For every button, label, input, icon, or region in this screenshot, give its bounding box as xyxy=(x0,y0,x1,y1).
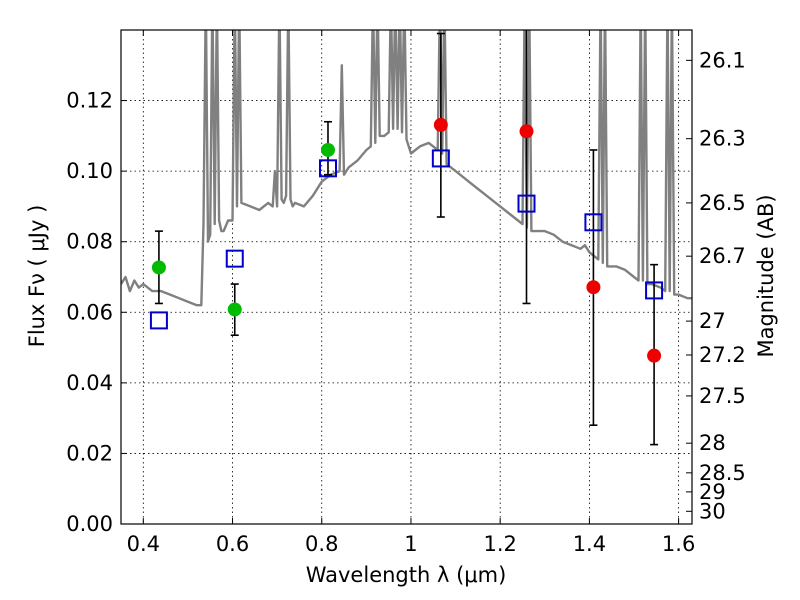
right-tick-label: 27 xyxy=(699,309,726,333)
y-tick-label: 0.08 xyxy=(66,230,113,254)
data-point-circle xyxy=(647,348,662,363)
y-axis-label: Flux Fν ( μJy ) xyxy=(25,205,49,348)
y-tick-label: 0.00 xyxy=(66,512,113,536)
data-point-circle xyxy=(519,124,534,139)
data-point-circle xyxy=(433,117,448,132)
y-tick-label: 0.04 xyxy=(66,371,113,395)
right-tick-label: 28.5 xyxy=(699,461,746,485)
data-points xyxy=(149,117,664,363)
y-tick-label: 0.10 xyxy=(66,159,113,183)
data-point-square xyxy=(318,159,337,178)
right-tick-label: 30 xyxy=(699,499,726,523)
data-point-circle xyxy=(586,280,601,295)
data-point-circle xyxy=(320,142,335,157)
right-tick-label: 29 xyxy=(699,480,726,504)
x-tick-label: 0.4 xyxy=(127,532,160,556)
data-point-circle xyxy=(151,260,166,275)
data-point-square xyxy=(431,149,450,168)
right-tick-label: 26.3 xyxy=(699,127,746,151)
data-point-square xyxy=(149,311,168,330)
right-tick-label: 26.5 xyxy=(699,191,746,215)
x-tick-label: 1.2 xyxy=(483,532,516,556)
x-tick-label: 1.4 xyxy=(573,532,606,556)
x-tick-label: 1.6 xyxy=(662,532,695,556)
data-point-circle xyxy=(227,302,242,317)
right-tick-label: 27.5 xyxy=(699,384,746,408)
x-axis-label: Wavelength λ (μm) xyxy=(306,563,507,587)
right-tick-label: 26.7 xyxy=(699,244,746,268)
right-axis-label: Magnitude (AB) xyxy=(754,194,778,357)
x-tick-label: 0.8 xyxy=(305,532,338,556)
data-point-square xyxy=(225,249,244,268)
y-tick-label: 0.02 xyxy=(66,441,113,465)
data-point-square xyxy=(584,213,603,232)
spectrum-line xyxy=(121,30,692,307)
right-tick-label: 26.1 xyxy=(699,48,746,72)
y-tick-label: 0.06 xyxy=(66,300,113,324)
x-tick-label: 1 xyxy=(404,532,417,556)
plot-frame xyxy=(120,29,693,525)
right-tick-label: 28 xyxy=(699,431,726,455)
y-tick-label: 0.12 xyxy=(66,89,113,113)
data-point-square xyxy=(645,281,664,300)
data-point-square xyxy=(517,194,536,213)
x-tick-label: 0.6 xyxy=(216,532,249,556)
ticks: 0.4 0.6 0.8 1 1.2 1.4 1.6 0.00 0.02 0.04 0.06 0.08 0… xyxy=(66,30,746,556)
model-spectrum xyxy=(121,30,692,307)
right-tick-label: 27.2 xyxy=(699,343,746,367)
